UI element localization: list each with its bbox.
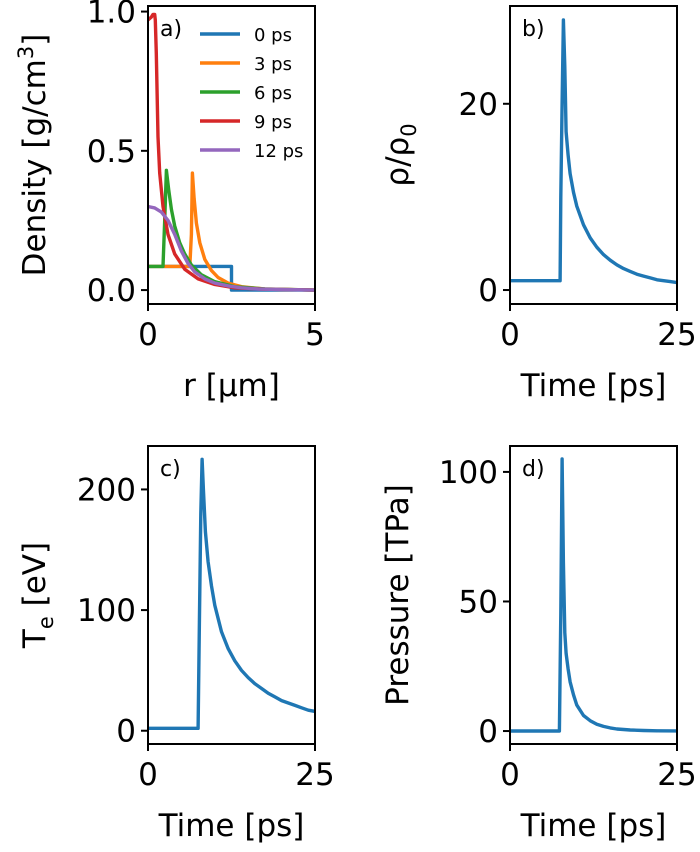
y-tick-label: 0 [478,273,498,309]
panel-a: 0 5 0.0 0.5 1.0 r [μm] Density [g/cm3] a) 0 ps 3 … [14,0,325,404]
y-tick-label: 1.0 [87,0,136,31]
axes-frame [509,445,678,745]
y-axis-label: Pressure [TPa] [380,484,416,706]
panel-label: b) [522,17,545,42]
legend-entry: 12 ps [254,141,303,162]
axes-frame [509,5,678,305]
panel-label: d) [522,457,545,482]
x-axis-label: Time [ps] [520,808,667,844]
x-tick-label: 0 [138,757,158,793]
panel-label: a) [160,17,182,42]
series-line-1 [148,457,315,730]
series-line-12-ps [148,204,315,292]
axes-frame [147,445,316,745]
panel-d: 0 25 0 50 100 Time [ps] Pressure [TPa] d) [380,445,697,844]
y-tick-label: 0 [478,714,498,750]
y-tick-label: 0 [116,714,136,750]
y-axis-label: Te [eV] [17,542,58,649]
panel-label: c) [160,457,181,482]
y-tick-label: 50 [459,584,498,620]
x-tick-label: 25 [295,757,334,793]
y-tick-label: 100 [77,593,136,629]
x-tick-label: 25 [657,757,696,793]
y-axis-label: ρ/ρ0 [380,123,421,186]
y-tick-label: 100 [439,455,498,491]
y-axis-label: Density [g/cm3] [14,34,53,277]
y-tick-label: 200 [77,472,136,508]
legend: 0 ps 3 ps 6 ps 9 ps 12 ps [200,25,303,162]
x-tick-label: 0 [500,317,520,353]
x-axis-label: Time [ps] [520,368,667,404]
panel-b: 0 25 0 20 Time [ps] ρ/ρ0 b) [380,5,697,404]
axes-frame [147,5,316,305]
series-line-1 [510,18,677,285]
x-tick-label: 0 [138,317,158,353]
legend-entry: 6 ps [254,83,292,104]
series-line-1 [510,457,677,733]
x-axis-label: Time [ps] [158,808,305,844]
panel-c: 0 25 0 100 200 Time [ps] Te [eV] c) [17,445,335,844]
legend-entry: 0 ps [254,25,292,46]
x-tick-label: 5 [305,317,325,353]
x-axis-label: r [μm] [183,368,280,404]
y-tick-label: 0.0 [87,273,136,309]
y-tick-label: 20 [459,87,498,123]
y-tick-label: 0.5 [87,134,136,170]
x-tick-label: 0 [500,757,520,793]
x-tick-label: 25 [657,317,696,353]
legend-entry: 9 ps [254,112,292,133]
legend-entry: 3 ps [254,54,292,75]
